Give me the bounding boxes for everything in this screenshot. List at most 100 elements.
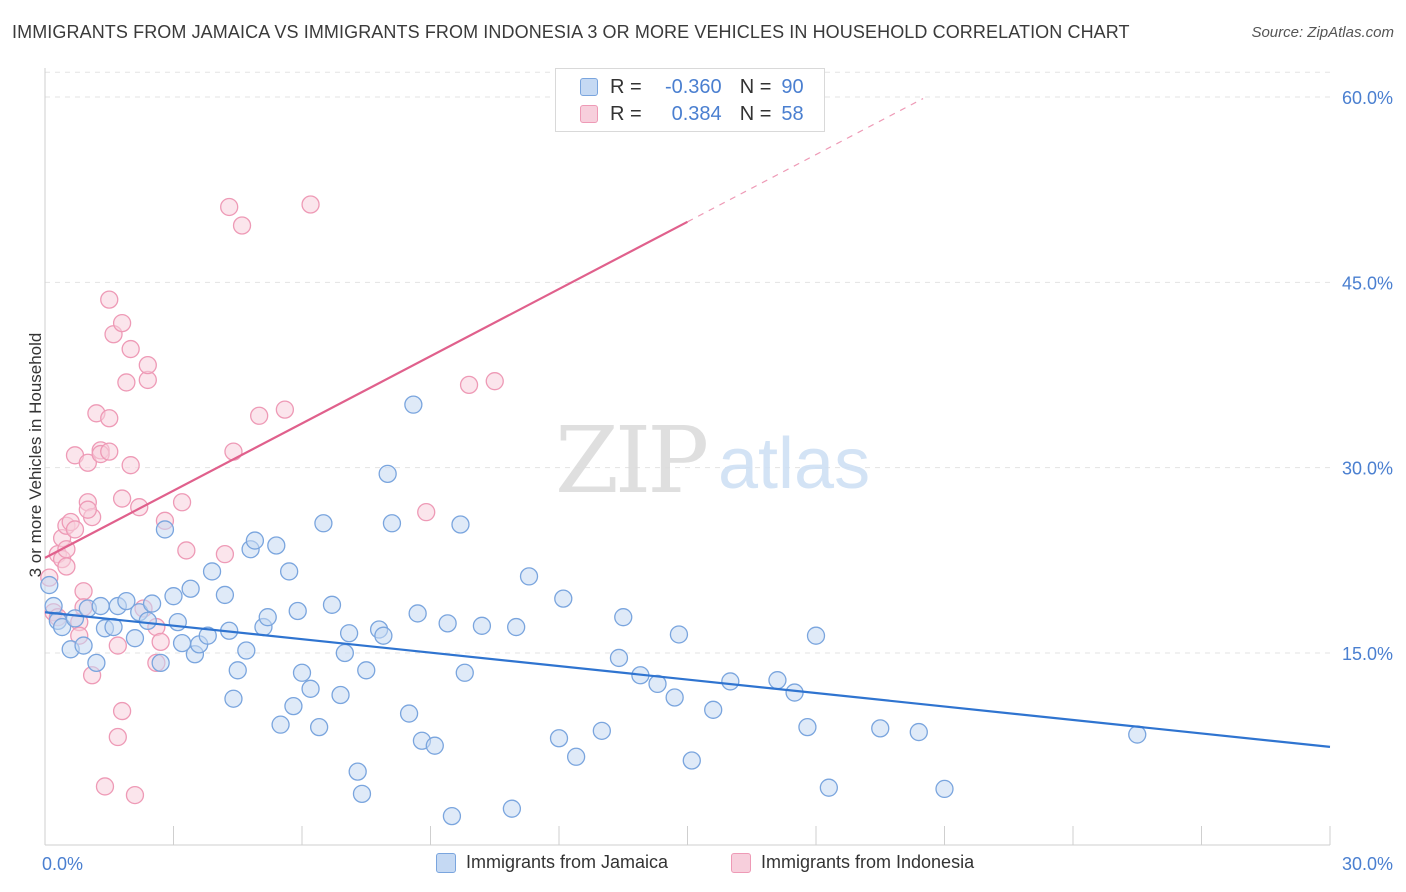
watermark-zip: ZIP xyxy=(555,407,706,514)
jamaica-point xyxy=(806,626,826,645)
jamaica-point xyxy=(224,689,243,708)
jamaica-point xyxy=(74,636,93,655)
jamaica-point xyxy=(155,520,175,539)
bottom-legend-jamaica: Immigrants from Jamaica xyxy=(436,852,668,873)
jamaica-point xyxy=(704,700,723,719)
jamaica-point xyxy=(314,514,333,533)
indonesia-point xyxy=(112,701,132,721)
jamaica-point xyxy=(288,601,307,621)
jamaica-point xyxy=(40,575,59,595)
indonesia-point xyxy=(485,372,504,391)
jamaica-point xyxy=(614,608,633,627)
jamaica-point xyxy=(339,624,359,643)
jamaica-point xyxy=(721,672,740,691)
indonesia-point xyxy=(224,442,243,461)
jamaica-point xyxy=(682,751,701,770)
indonesia-point xyxy=(130,498,149,517)
indonesia-point xyxy=(275,400,295,419)
jamaica-point xyxy=(404,395,423,414)
jamaica-point xyxy=(331,685,350,705)
indonesia-points xyxy=(40,195,504,805)
indonesia-point xyxy=(172,493,192,512)
jamaica-point xyxy=(245,531,265,550)
x-tick-label: 30.0% xyxy=(1342,854,1393,874)
jamaica-point xyxy=(52,617,72,637)
jamaica-point xyxy=(378,464,397,483)
indonesia-point xyxy=(100,442,119,461)
jamaica-point xyxy=(357,661,376,680)
indonesia-point xyxy=(57,557,76,576)
jamaica-point xyxy=(198,626,217,645)
indonesia-trend-extension xyxy=(687,98,924,223)
legend-n-value: 58 xyxy=(781,102,804,125)
indonesia-point xyxy=(65,520,85,539)
indonesia-point xyxy=(78,453,97,472)
jamaica-point xyxy=(138,611,157,631)
legend-n-label: N = xyxy=(739,75,772,98)
jamaica-point xyxy=(909,722,928,742)
indonesia-point xyxy=(74,582,93,601)
jamaica-points xyxy=(40,395,1147,826)
jamaica-point xyxy=(309,717,329,737)
jamaica-trend-line xyxy=(44,611,1331,748)
jamaica-point xyxy=(519,567,539,586)
legend-r-value: 0.384 xyxy=(671,102,722,125)
watermark-atlas: atlas xyxy=(718,424,870,504)
y-tick-label: 45.0% xyxy=(1342,273,1393,293)
indonesia-point xyxy=(301,195,320,214)
indonesia-point xyxy=(108,636,127,655)
jamaica-point xyxy=(374,626,393,645)
indonesia-point xyxy=(138,355,157,375)
jamaica-point xyxy=(151,653,170,673)
jamaica-point xyxy=(438,614,457,633)
jamaica-point xyxy=(785,683,804,702)
jamaica-point xyxy=(279,562,299,581)
indonesia-point xyxy=(459,375,479,395)
indonesia-point xyxy=(121,456,140,475)
y-tick-label: 30.0% xyxy=(1342,459,1393,479)
jamaica-point xyxy=(669,625,689,644)
legend-row-indonesia: R = 0.384 N = 58 xyxy=(580,101,804,127)
jamaica-point xyxy=(502,799,522,818)
jamaica-point xyxy=(507,617,526,637)
jamaica-point xyxy=(91,596,110,616)
jamaica-point xyxy=(549,729,569,748)
jamaica-swatch xyxy=(436,852,456,873)
jamaica-point xyxy=(455,663,474,682)
jamaica-point xyxy=(322,595,342,614)
indonesia-point xyxy=(100,409,119,428)
jamaica-point xyxy=(237,641,256,660)
jamaica-point xyxy=(215,585,235,605)
indonesia-point xyxy=(108,727,127,747)
trend-lines xyxy=(44,98,1331,748)
jamaica-point xyxy=(301,679,320,698)
jamaica-point xyxy=(228,661,247,680)
jamaica-point xyxy=(592,721,611,740)
tick-labels: 15.0% 30.0% 45.0% 60.0% 0.0% 30.0% xyxy=(42,88,1393,874)
x-tick-label: 0.0% xyxy=(42,854,83,874)
indonesia-point xyxy=(78,500,97,519)
jamaica-point xyxy=(142,594,162,613)
y-tick-label: 15.0% xyxy=(1342,644,1393,664)
indonesia-trend-line xyxy=(44,220,689,559)
chart-title: IMMIGRANTS FROM JAMAICA VS IMMIGRANTS FR… xyxy=(12,22,1130,42)
jamaica-point xyxy=(117,591,136,611)
stats-legend: R = -0.360 N = 90 R = 0.384 N = 58 xyxy=(555,68,825,132)
jamaica-point xyxy=(335,643,354,663)
axes xyxy=(44,68,1331,846)
jamaica-point xyxy=(665,688,684,707)
jamaica-point xyxy=(348,762,367,781)
jamaica-swatch xyxy=(580,78,598,96)
jamaica-point xyxy=(768,671,787,690)
y-tick-label: 60.0% xyxy=(1342,88,1393,108)
indonesia-point xyxy=(232,216,252,235)
indonesia-point xyxy=(121,339,140,359)
indonesia-point xyxy=(250,406,269,425)
jamaica-point xyxy=(292,663,312,682)
jamaica-point xyxy=(202,562,222,581)
indonesia-point xyxy=(100,290,119,309)
source-label: Source: ZipAtlas.com xyxy=(1251,24,1394,41)
jamaica-point xyxy=(181,579,200,598)
jamaica-point xyxy=(284,696,303,716)
